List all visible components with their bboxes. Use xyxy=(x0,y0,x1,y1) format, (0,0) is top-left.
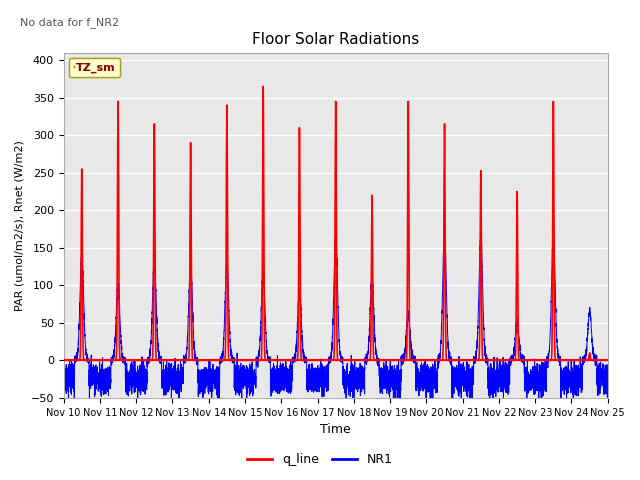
NR1 xyxy=(60,366,67,372)
NR1 xyxy=(264,347,271,353)
Line: NR1: NR1 xyxy=(63,231,608,407)
q_line xyxy=(176,358,184,363)
q_line xyxy=(170,358,178,363)
NR1 xyxy=(411,358,419,363)
Y-axis label: PAR (umol/m2/s), Rnet (W/m2): PAR (umol/m2/s), Rnet (W/m2) xyxy=(15,140,25,311)
Legend: q_line, NR1: q_line, NR1 xyxy=(243,448,397,471)
q_line xyxy=(602,358,610,363)
q_line xyxy=(259,84,267,89)
NR1 xyxy=(602,378,610,384)
Legend: TZ_sm: TZ_sm xyxy=(69,58,120,77)
q_line xyxy=(604,358,612,363)
NR1 xyxy=(170,377,178,383)
NR1 xyxy=(488,377,496,383)
Text: No data for f_NR2: No data for f_NR2 xyxy=(20,17,119,28)
q_line xyxy=(60,358,67,363)
NR1 xyxy=(604,374,612,380)
NR1 xyxy=(477,228,484,234)
NR1 xyxy=(428,404,435,409)
X-axis label: Time: Time xyxy=(320,423,351,436)
q_line xyxy=(264,358,271,363)
q_line xyxy=(488,358,496,363)
Line: q_line: q_line xyxy=(63,86,608,360)
q_line xyxy=(411,358,419,363)
Title: Floor Solar Radiations: Floor Solar Radiations xyxy=(252,32,419,47)
NR1 xyxy=(176,372,184,378)
